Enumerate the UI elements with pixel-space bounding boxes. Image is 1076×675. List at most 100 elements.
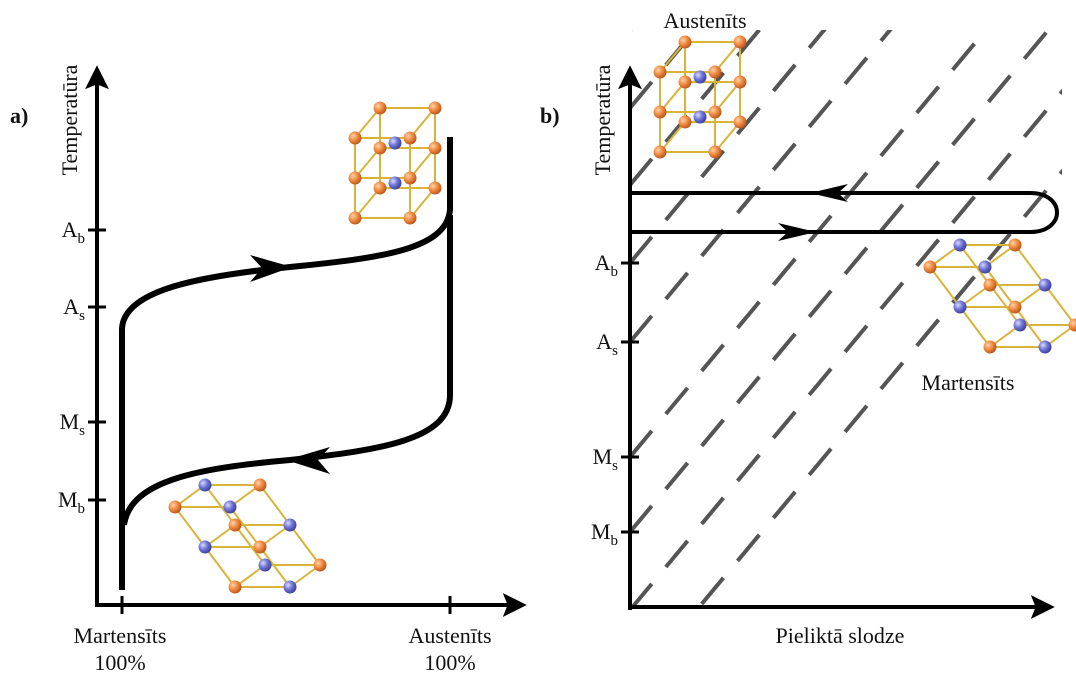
atom [654, 66, 667, 79]
atom [954, 239, 967, 252]
atom [734, 36, 747, 49]
bond [960, 307, 990, 347]
y-tick-label: Ms [593, 444, 619, 474]
atom [199, 541, 212, 554]
tick-sub: s [612, 343, 618, 359]
cooling-curve [124, 215, 450, 525]
atom [429, 182, 442, 195]
bond [290, 525, 320, 565]
axis-label: Pieliktā slodze [776, 623, 905, 648]
atom [1014, 319, 1027, 332]
atom [979, 261, 992, 274]
y-tick-label: Ms [60, 409, 86, 439]
atom [1009, 301, 1022, 314]
tick-main: A [62, 217, 78, 242]
stress-line [630, 0, 1076, 263]
atom [709, 106, 722, 119]
atom [429, 102, 442, 115]
atom [709, 66, 722, 79]
tick-main: M [58, 487, 78, 512]
atom [404, 132, 417, 145]
atom [709, 146, 722, 159]
atom [284, 581, 297, 594]
atom [389, 137, 402, 150]
y-tick-label: As [596, 329, 618, 359]
bond [260, 485, 290, 525]
tick-sub: b [78, 231, 86, 247]
tick-main: M [593, 444, 613, 469]
tick-main: M [60, 409, 80, 434]
drawing [95, 0, 1076, 675]
bond [1045, 285, 1075, 325]
y-tick-label: Mb [591, 519, 618, 549]
atom [404, 212, 417, 225]
phase-label: Martensīts [922, 370, 1015, 395]
atom [199, 479, 212, 492]
atom [694, 71, 707, 84]
atom [254, 479, 267, 492]
arrow-head [286, 447, 330, 474]
atom [224, 501, 237, 514]
y-tick-label: As [63, 294, 85, 324]
crystal [349, 102, 442, 225]
atom [1039, 279, 1052, 292]
panel-label: a) [10, 103, 28, 128]
axis-label: Temperatūra [57, 64, 82, 175]
x-label: Austenīts [408, 623, 491, 648]
atom [374, 182, 387, 195]
tick-main: A [596, 329, 612, 354]
atom [694, 111, 707, 124]
atom [284, 519, 297, 532]
bond [205, 547, 235, 587]
atom [229, 519, 242, 532]
x-label: 100% [94, 650, 145, 675]
diagram: a) b) Temperatūra Temperatūra Martensīts… [0, 0, 1076, 675]
stress-line [630, 0, 1076, 342]
atom [654, 106, 667, 119]
bond [930, 267, 960, 307]
tick-main: A [595, 250, 611, 275]
bond [175, 507, 205, 547]
tick-sub: s [612, 458, 618, 474]
crystal [169, 479, 327, 594]
tick-sub: s [79, 423, 85, 439]
crystal [924, 239, 1076, 354]
tick-sub: b [78, 501, 86, 517]
atom [429, 142, 442, 155]
atom [259, 559, 272, 572]
tick-sub: s [79, 308, 85, 324]
y-tick-label: Ab [595, 250, 618, 280]
atom [734, 76, 747, 89]
atom [229, 581, 242, 594]
atom [404, 172, 417, 185]
atom [954, 301, 967, 314]
atom [254, 541, 267, 554]
atom [374, 102, 387, 115]
atom [984, 279, 997, 292]
atom [374, 142, 387, 155]
axis-label: Temperatūra [590, 64, 615, 175]
atom [654, 146, 667, 159]
atom [679, 76, 692, 89]
atom [679, 116, 692, 129]
tick-sub: b [611, 533, 619, 549]
tick-sub: b [611, 264, 619, 280]
stress-line [630, 0, 1076, 675]
x-label: Martensīts [74, 623, 167, 648]
atom [314, 559, 327, 572]
atom [1009, 239, 1022, 252]
tick-main: M [591, 519, 611, 544]
atom [349, 172, 362, 185]
atom [984, 341, 997, 354]
atom [734, 116, 747, 129]
atom [679, 36, 692, 49]
tick-main: A [63, 294, 79, 319]
y-tick-label: Ab [62, 217, 85, 247]
y-tick-label: Mb [58, 487, 85, 517]
atom [349, 132, 362, 145]
atom [349, 212, 362, 225]
x-label: 100% [424, 650, 475, 675]
phase-label: Austenīts [663, 8, 746, 33]
bond [1015, 245, 1045, 285]
panel-label: b) [540, 103, 560, 128]
